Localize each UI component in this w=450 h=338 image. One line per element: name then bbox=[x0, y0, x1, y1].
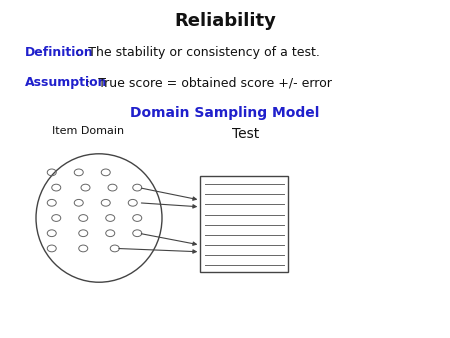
Text: Assumption: Assumption bbox=[25, 76, 107, 89]
Text: :  True score = obtained score +/- error: : True score = obtained score +/- error bbox=[86, 76, 331, 89]
Text: Test: Test bbox=[232, 127, 259, 141]
Bar bbox=[200, 176, 288, 272]
Text: Item Domain: Item Domain bbox=[52, 126, 124, 136]
Text: Domain Sampling Model: Domain Sampling Model bbox=[130, 106, 320, 120]
Text: :  The stability or consistency of a test.: : The stability or consistency of a test… bbox=[76, 46, 320, 58]
Text: Reliability: Reliability bbox=[174, 12, 276, 30]
Text: Definition: Definition bbox=[25, 46, 94, 58]
